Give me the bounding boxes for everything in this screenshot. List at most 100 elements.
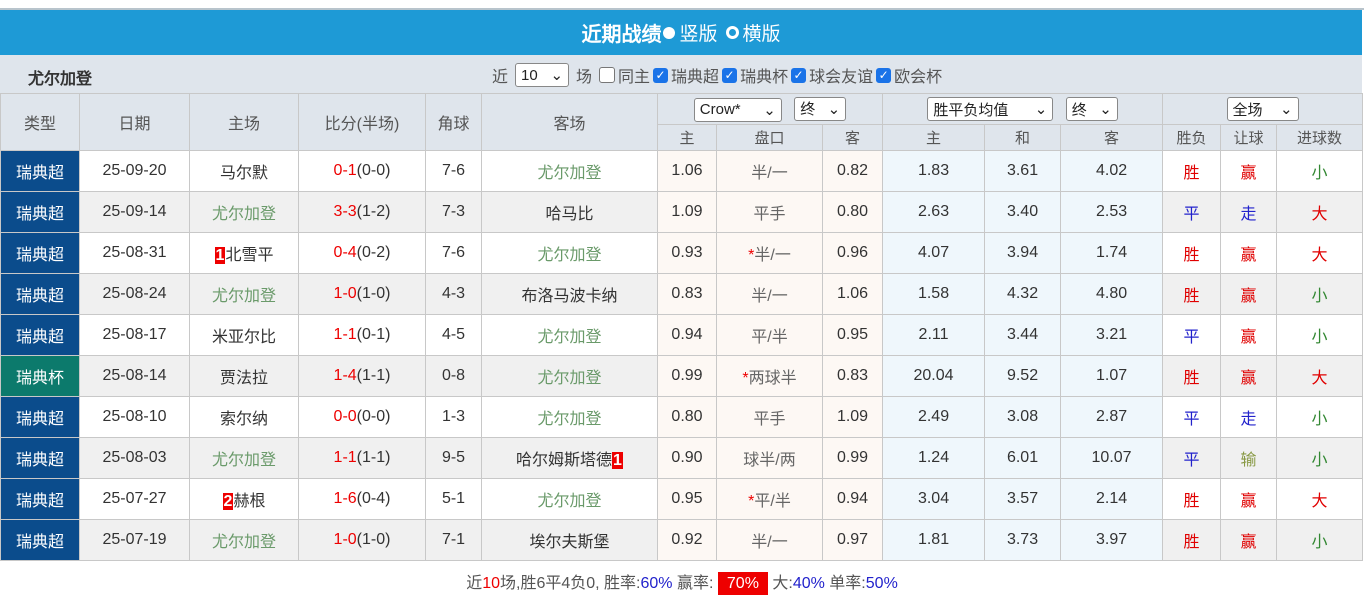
euro-draw-odds: 3.73: [984, 519, 1062, 561]
cell-text: 尤尔加登: [211, 288, 276, 305]
table-row[interactable]: 瑞典超 25-08-03 尤尔加登 1-1(1-1) 9-5 哈尔姆斯塔德1 0.90 球半/…: [0, 437, 1364, 479]
swedish-cup-checkbox[interactable]: ✓: [722, 67, 738, 83]
radio-vertical[interactable]: [663, 26, 676, 39]
cell-text: 瑞典超: [15, 288, 64, 305]
table-row[interactable]: 瑞典超 25-07-19 尤尔加登 1-0(1-0) 7-1 埃尔夫斯堡 0.92 半/一 0.…: [0, 519, 1364, 561]
full-time-score: 1-0: [333, 531, 357, 548]
match-date: 25-08-31: [79, 232, 190, 274]
league-type: 瑞典超: [0, 396, 80, 438]
full-time-score: 0-4: [333, 244, 357, 261]
full-time-score: 1-0: [333, 285, 357, 302]
header-ah: 让球: [1220, 124, 1278, 151]
cell-text: 球半/两: [743, 452, 796, 469]
euro-away-odds: 1.07: [1060, 355, 1164, 397]
chevron-down-icon: ⌄: [827, 100, 841, 118]
company-select[interactable]: Crow* ⌄: [693, 97, 782, 122]
handicap-line: *半/一: [716, 232, 823, 274]
table-row[interactable]: 瑞典超 25-09-20 马尔默 0-1(0-0) 7-6 尤尔加登 1.06 半/一 0.82…: [0, 150, 1364, 192]
away-team[interactable]: 尤尔加登: [481, 478, 658, 520]
away-team[interactable]: 尤尔加登: [481, 150, 658, 192]
cell-text: 0.92: [671, 531, 703, 548]
full-time-score: 1-1: [333, 449, 357, 466]
home-team[interactable]: 尤尔加登: [189, 191, 299, 233]
result-wl: 平: [1162, 396, 1222, 438]
away-team[interactable]: 尤尔加登: [481, 355, 658, 397]
cell-text: 平/半: [751, 329, 788, 346]
euro-draw-odds: 3.44: [984, 314, 1062, 356]
table-row[interactable]: 瑞典超 25-07-27 2赫根 1-6(0-4) 5-1 尤尔加登 0.95 *平/半 0.9…: [0, 478, 1364, 520]
home-team[interactable]: 马尔默: [189, 150, 299, 192]
scope-select[interactable]: 全场 ⌄: [1226, 97, 1299, 121]
home-team[interactable]: 米亚尔比: [189, 314, 299, 356]
cell-text: 1.06: [671, 162, 703, 179]
radio-horizontal-label[interactable]: 横版: [742, 24, 781, 45]
cell-text: 胜: [1183, 247, 1200, 264]
home-team[interactable]: 2赫根: [189, 478, 299, 520]
header-home: 主场: [189, 93, 299, 151]
away-team[interactable]: 尤尔加登: [481, 396, 658, 438]
cell-text: 哈马比: [545, 206, 594, 223]
away-team[interactable]: 尤尔加登: [481, 314, 658, 356]
home-team[interactable]: 尤尔加登: [189, 437, 299, 479]
table-row[interactable]: 瑞典超 25-08-24 尤尔加登 1-0(1-0) 4-3 布洛马波卡纳 0.83 半/一 1…: [0, 273, 1364, 315]
star-mark: *: [748, 493, 755, 510]
full-time-score: 0-0: [333, 408, 357, 425]
table-row[interactable]: 瑞典超 25-08-31 1北雪平 0-4(0-2) 7-6 尤尔加登 0.93 *半/一 0.…: [0, 232, 1364, 274]
table-row[interactable]: 瑞典超 25-08-17 米亚尔比 1-1(0-1) 4-5 尤尔加登 0.94 平/半 0.9…: [0, 314, 1364, 356]
cell-text: 25-08-17: [102, 326, 167, 343]
home-team[interactable]: 索尔纳: [189, 396, 299, 438]
table-row[interactable]: 瑞典杯 25-08-14 贾法拉 1-4(1-1) 0-8 尤尔加登 0.99 *两球半 0.8…: [0, 355, 1364, 397]
table-row[interactable]: 瑞典超 25-08-10 索尔纳 0-0(0-0) 1-3 尤尔加登 0.80 平手 1.09 2…: [0, 396, 1364, 438]
cell-text: 0.82: [836, 162, 869, 179]
home-team[interactable]: 贾法拉: [189, 355, 299, 397]
cell-text: 4.80: [1095, 285, 1128, 302]
away-team[interactable]: 哈尔姆斯塔德1: [481, 437, 658, 479]
radio-vertical-label[interactable]: 竖版: [679, 24, 718, 45]
summary-count: 10: [482, 575, 501, 592]
cell-text: 2.14: [1095, 490, 1128, 507]
radio-horizontal[interactable]: [725, 26, 739, 39]
allsvenskan-label: 瑞典超: [671, 69, 720, 86]
away-team[interactable]: 布洛马波卡纳: [481, 273, 658, 315]
friendly-checkbox[interactable]: ✓: [791, 67, 807, 83]
cell-text: 1.24: [917, 449, 950, 466]
cell-text: 平手: [753, 411, 786, 428]
handicap-home-odds: 0.83: [657, 273, 717, 315]
same-home-checkbox[interactable]: [599, 67, 616, 83]
conference-league-label: 欧会杯: [894, 69, 943, 86]
cell-text: 胜: [1183, 165, 1200, 182]
euro-select[interactable]: 胜平负均值 ⌄: [927, 97, 1054, 121]
result-wl: 胜: [1162, 273, 1222, 315]
away-team[interactable]: 埃尔夫斯堡: [481, 519, 658, 561]
handicap-line: 球半/两: [716, 437, 823, 479]
table-row[interactable]: 瑞典超 25-09-14 尤尔加登 3-3(1-2) 7-3 哈马比 1.09 平手 0.80 2…: [0, 191, 1364, 233]
home-team[interactable]: 1北雪平: [189, 232, 299, 274]
result-ou: 大: [1276, 232, 1364, 274]
handicap-stage-select[interactable]: 终 ⌄: [794, 96, 847, 121]
over-rate: 40%: [792, 575, 825, 592]
match-count-select[interactable]: 10 ⌄: [515, 63, 570, 87]
league-type: 瑞典超: [0, 232, 80, 274]
cell-text: 赢: [1240, 329, 1257, 346]
home-team[interactable]: 尤尔加登: [189, 519, 299, 561]
euro-stage-select[interactable]: 终 ⌄: [1065, 97, 1118, 121]
euro-home-odds: 1.24: [882, 437, 986, 479]
cell-text: 赢: [1240, 493, 1257, 510]
away-team[interactable]: 哈马比: [481, 191, 658, 233]
conference-league-checkbox[interactable]: ✓: [876, 67, 892, 83]
corners: 7-6: [425, 232, 482, 274]
result-ou: 大: [1276, 355, 1364, 397]
section-title: 近期战绩: [581, 24, 662, 46]
league-type: 瑞典超: [0, 478, 80, 520]
scope-value: 全场: [1232, 101, 1263, 119]
odd-rate: 50%: [865, 575, 898, 592]
home-team[interactable]: 尤尔加登: [189, 273, 299, 315]
score: 1-0(1-0): [298, 519, 426, 561]
cell-text: 20.04: [913, 367, 954, 384]
handicap-away-odds: 0.96: [821, 232, 884, 274]
allsvenskan-checkbox[interactable]: ✓: [653, 67, 669, 83]
away-team[interactable]: 尤尔加登: [481, 232, 658, 274]
euro-away-odds: 1.74: [1060, 232, 1164, 274]
cell-text: 0.95: [671, 490, 703, 507]
cell-text: 瑞典超: [15, 493, 64, 510]
